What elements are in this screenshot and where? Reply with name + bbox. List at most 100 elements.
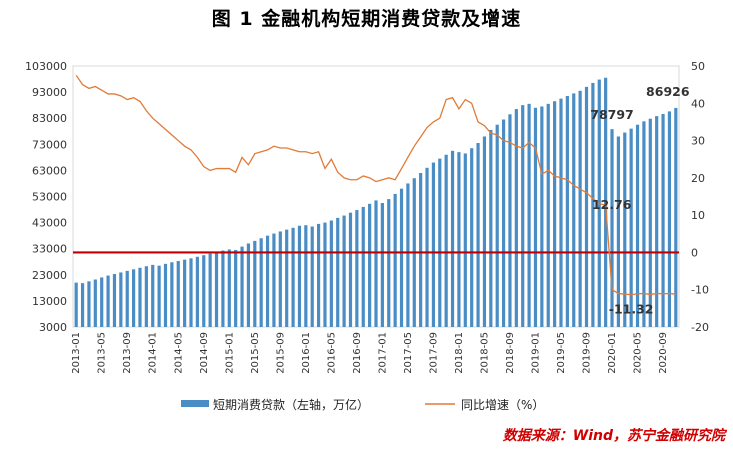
bar xyxy=(623,132,627,327)
right-axis-tick: 0 xyxy=(691,246,698,259)
bar xyxy=(310,226,314,327)
bar xyxy=(246,243,251,327)
left-axis-tick: 53000 xyxy=(32,191,67,204)
bar xyxy=(457,152,461,327)
bar xyxy=(655,116,659,327)
left-axis-tick: 103000 xyxy=(25,60,67,73)
x-axis-tick: 2019-05 xyxy=(556,332,567,374)
bar xyxy=(431,162,436,327)
bar xyxy=(125,270,129,327)
bar xyxy=(144,266,148,327)
x-axis-tick: 2017-05 xyxy=(403,332,414,374)
bar xyxy=(387,199,391,327)
bar xyxy=(553,101,557,328)
x-axis-tick: 2016-05 xyxy=(326,332,337,374)
x-axis-tick: 2016-09 xyxy=(352,332,363,374)
bar xyxy=(482,136,487,327)
bar xyxy=(661,114,665,328)
bar xyxy=(240,246,244,327)
x-axis-tick: 2020-01 xyxy=(607,332,618,374)
x-axis-tick: 2017-09 xyxy=(428,332,439,374)
bar xyxy=(406,183,410,327)
x-axis-tick: 2018-09 xyxy=(505,332,516,374)
bar xyxy=(629,128,633,327)
left-axis-tick: 83000 xyxy=(32,112,67,125)
bar xyxy=(202,255,206,327)
growth-rate-line xyxy=(75,74,676,296)
bar xyxy=(674,107,678,327)
bar xyxy=(667,111,672,327)
bar xyxy=(93,279,97,327)
bar xyxy=(521,105,525,328)
bar xyxy=(189,258,193,327)
bar xyxy=(438,158,442,327)
bar xyxy=(259,238,263,327)
x-axis-tick: 2014-05 xyxy=(173,332,184,374)
bar xyxy=(610,129,614,327)
x-axis-tick: 2013-01 xyxy=(71,332,82,374)
bar xyxy=(559,98,563,328)
bar xyxy=(272,233,276,327)
bar xyxy=(119,272,123,327)
legend-label-line: 同比增速（%） xyxy=(461,398,544,412)
bar xyxy=(463,153,467,327)
bar xyxy=(106,275,110,327)
bar xyxy=(80,283,85,327)
left-axis-tick: 63000 xyxy=(32,164,67,177)
x-axis-tick: 2015-05 xyxy=(250,332,261,374)
bar xyxy=(138,267,142,327)
bar xyxy=(374,200,378,327)
bar xyxy=(227,249,231,327)
bar xyxy=(508,114,512,327)
plot-area: 3000 13000 23000 33000 43000 53000 63000 73000 8… xyxy=(25,60,709,412)
right-axis-tick: -20 xyxy=(691,321,709,334)
bar xyxy=(132,269,136,327)
x-axis-tick: 2015-01 xyxy=(224,332,235,374)
bar xyxy=(450,150,455,327)
x-axis-tick: 2016-01 xyxy=(301,332,312,374)
bar xyxy=(355,210,359,327)
bar xyxy=(265,235,270,327)
data-source: 数据来源：Wind，苏宁金融研究院 xyxy=(502,428,725,444)
bar xyxy=(489,129,493,327)
left-axis-tick: 33000 xyxy=(32,243,67,256)
x-axis-tick: 2015-09 xyxy=(275,332,286,374)
bar xyxy=(234,250,238,327)
bar xyxy=(285,229,289,327)
right-axis-tick: 50 xyxy=(691,60,705,73)
bar xyxy=(163,263,168,327)
bar xyxy=(514,109,518,327)
bar xyxy=(470,148,474,327)
bar xyxy=(323,222,327,327)
x-axis-tick: 2014-01 xyxy=(148,332,159,374)
bar xyxy=(183,259,187,327)
bar xyxy=(151,264,155,327)
bar xyxy=(195,256,199,327)
x-axis-tick: 2020-09 xyxy=(658,332,669,374)
right-axis-tick: -10 xyxy=(691,284,709,297)
bar xyxy=(361,206,365,327)
left-axis-tick: 93000 xyxy=(32,86,67,99)
bar xyxy=(578,90,582,327)
bar xyxy=(329,220,333,327)
bar xyxy=(368,203,372,327)
right-axis-tick: 10 xyxy=(691,209,705,222)
x-axis-tick: 2020-05 xyxy=(633,332,644,374)
bar xyxy=(546,103,550,327)
bar xyxy=(221,250,225,327)
x-axis-tick: 2013-05 xyxy=(97,332,108,374)
bar xyxy=(348,212,353,327)
bar xyxy=(316,223,321,327)
bar xyxy=(214,252,219,327)
bar xyxy=(616,136,620,327)
bar xyxy=(342,215,346,327)
data-label: 78797 xyxy=(590,107,634,122)
bar xyxy=(304,225,308,327)
bar xyxy=(336,217,340,327)
bar xyxy=(540,106,544,328)
bar xyxy=(648,118,652,327)
bar xyxy=(591,82,595,328)
x-axis-tick: 2013-09 xyxy=(122,332,133,374)
bar xyxy=(87,281,91,327)
